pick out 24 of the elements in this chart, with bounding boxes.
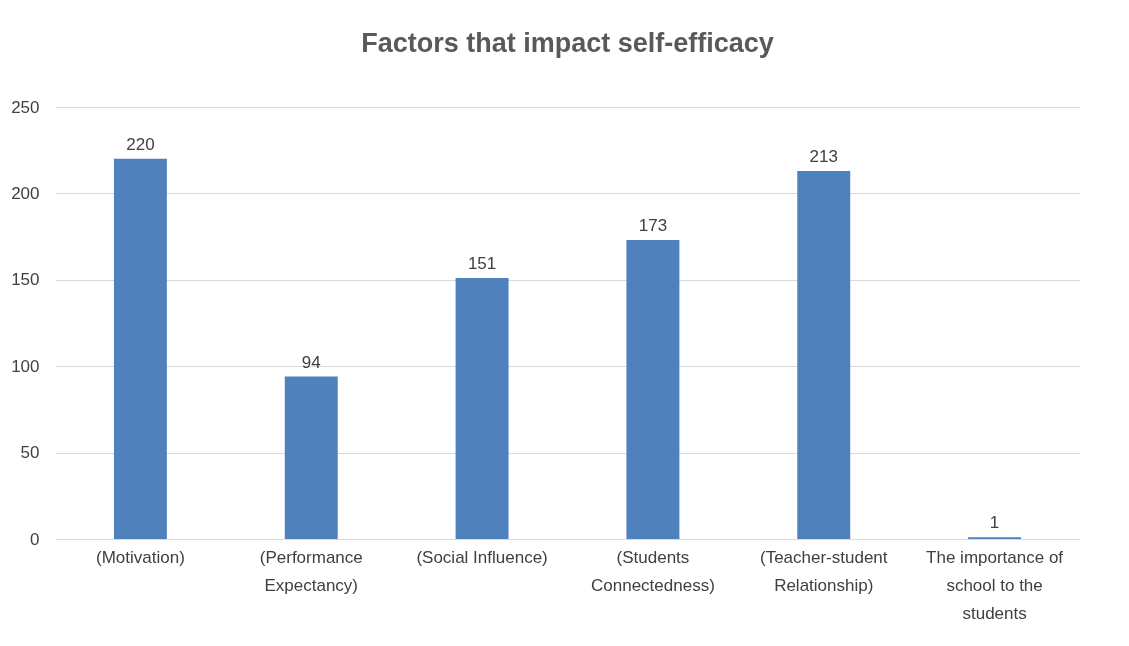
bar: [284, 376, 338, 539]
data-label: 213: [809, 146, 838, 166]
x-tick-label: (Social Influence): [416, 547, 548, 567]
bar: [113, 158, 167, 539]
bar: [455, 278, 509, 539]
y-tick-label: 0: [30, 529, 40, 549]
data-label: 1: [989, 513, 1000, 533]
y-tick-label: 100: [11, 356, 40, 376]
x-tick-label: (Teacher-student Relationship): [759, 547, 888, 595]
bar: [626, 240, 680, 539]
bar: [797, 170, 851, 539]
data-label: 220: [126, 134, 155, 154]
x-tick-label: (Students Connectedness): [591, 547, 715, 595]
y-tick-label: 150: [11, 270, 40, 290]
x-tick-label: (Performance Expectancy): [259, 547, 363, 595]
data-label: 173: [638, 216, 668, 236]
y-tick-label: 50: [20, 443, 40, 463]
y-tick-label: 250: [11, 97, 40, 117]
y-tick-label: 200: [11, 183, 40, 203]
data-label: 151: [467, 254, 497, 274]
chart-title: Factors that impact self-efficacy: [361, 28, 774, 58]
x-tick-label: (Motivation): [96, 547, 185, 567]
data-label: 94: [301, 352, 321, 372]
x-tick-label: The importance of school to the students: [926, 547, 1064, 623]
